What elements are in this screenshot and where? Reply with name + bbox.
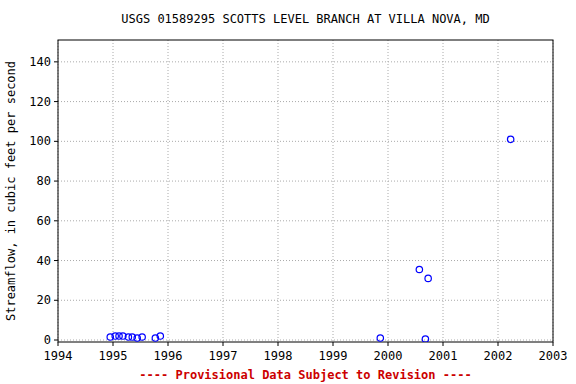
tick bbox=[54, 260, 58, 261]
tick bbox=[168, 342, 169, 346]
tick-label: 0 bbox=[44, 333, 51, 347]
grid-line bbox=[58, 220, 553, 221]
tick bbox=[54, 61, 58, 62]
point bbox=[139, 334, 145, 340]
tick bbox=[54, 101, 58, 102]
tick-label: 2002 bbox=[484, 349, 513, 363]
grid-line bbox=[113, 40, 114, 342]
plot-frame bbox=[58, 40, 553, 342]
point bbox=[377, 335, 383, 341]
grid-line bbox=[58, 61, 553, 62]
tick bbox=[498, 342, 499, 346]
tick-label: 140 bbox=[29, 55, 51, 69]
annotation: ---- Provisional Data Subject to Revisio… bbox=[139, 368, 471, 382]
grid-line bbox=[168, 40, 169, 342]
tick bbox=[54, 181, 58, 182]
tick-label: 2001 bbox=[429, 349, 458, 363]
grid-line bbox=[58, 260, 553, 261]
y-label: Streamflow, in cubic feet per second bbox=[4, 61, 18, 321]
tick bbox=[54, 300, 58, 301]
grid-line bbox=[333, 40, 334, 342]
points bbox=[107, 136, 514, 342]
tick bbox=[333, 342, 334, 346]
grid-line bbox=[223, 40, 224, 342]
title: USGS 01589295 SCOTTS LEVEL BRANCH AT VIL… bbox=[121, 12, 489, 26]
tick-label: 20 bbox=[37, 293, 51, 307]
grid-line bbox=[58, 141, 553, 142]
tick bbox=[54, 220, 58, 221]
tick-label: 100 bbox=[29, 134, 51, 148]
point bbox=[157, 333, 163, 339]
tick-label: 120 bbox=[29, 95, 51, 109]
tick-label: 1995 bbox=[99, 349, 128, 363]
tick bbox=[443, 342, 444, 346]
tick-label: 1996 bbox=[154, 349, 183, 363]
grid-line bbox=[58, 300, 553, 301]
point bbox=[507, 136, 513, 142]
tick-label: 1994 bbox=[44, 349, 73, 363]
tick-label: 1998 bbox=[264, 349, 293, 363]
tick-label: 40 bbox=[37, 254, 51, 268]
grid-line bbox=[58, 101, 553, 102]
grid-line bbox=[443, 40, 444, 342]
tick bbox=[388, 342, 389, 346]
grid-line bbox=[278, 40, 279, 342]
point bbox=[416, 266, 422, 272]
grid-line bbox=[58, 181, 553, 182]
tick bbox=[54, 340, 58, 341]
tick-label: 2000 bbox=[374, 349, 403, 363]
tick bbox=[553, 342, 554, 346]
plot-area bbox=[58, 40, 553, 342]
tick-label: 1997 bbox=[209, 349, 238, 363]
tick-label: 2003 bbox=[539, 349, 568, 363]
tick bbox=[54, 141, 58, 142]
grid-line bbox=[388, 40, 389, 342]
tick bbox=[223, 342, 224, 346]
tick-label: 80 bbox=[37, 174, 51, 188]
point bbox=[422, 336, 428, 342]
tick bbox=[58, 342, 59, 346]
chart: 0 20 40 60 80 100 120 140 1994 1995 1996 1997 1998 19… bbox=[0, 0, 576, 384]
tick-label: 60 bbox=[37, 214, 51, 228]
tick bbox=[278, 342, 279, 346]
tick-label: 1999 bbox=[319, 349, 348, 363]
point bbox=[425, 275, 431, 281]
tick bbox=[113, 342, 114, 346]
grid-line bbox=[498, 40, 499, 342]
